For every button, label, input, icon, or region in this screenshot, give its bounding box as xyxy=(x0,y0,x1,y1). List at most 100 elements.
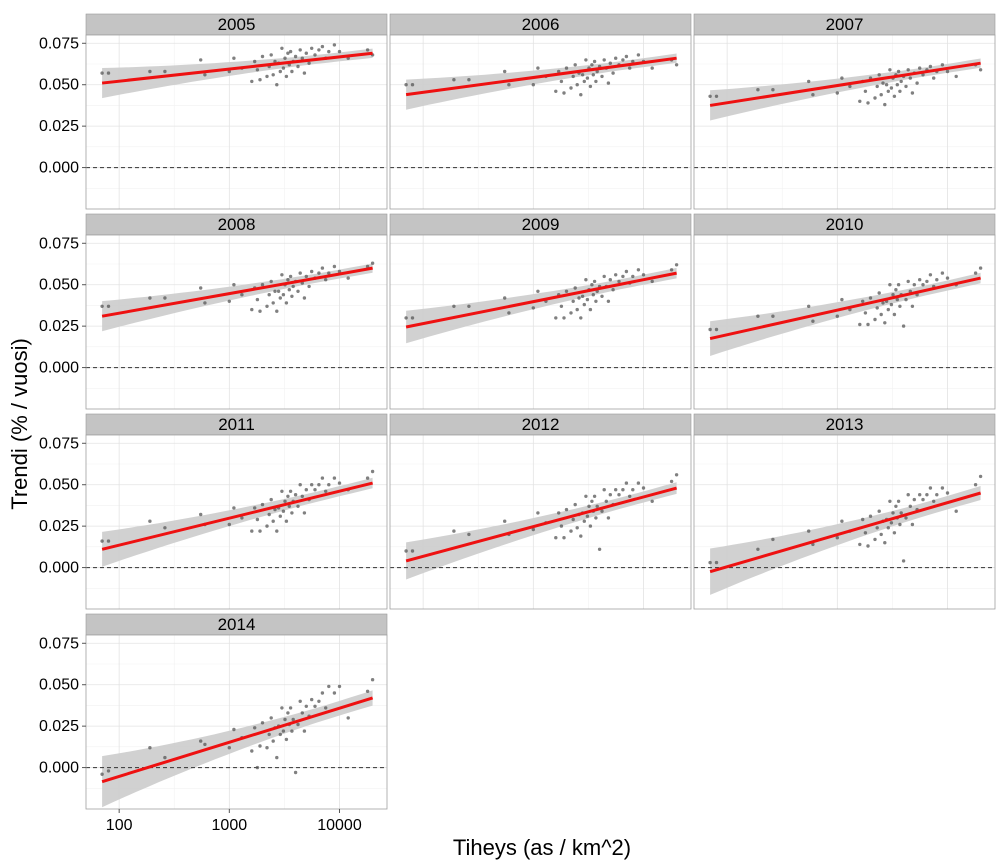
data-point xyxy=(148,296,152,300)
data-point xyxy=(886,307,890,312)
data-point xyxy=(106,539,111,543)
data-point xyxy=(320,691,325,695)
data-point xyxy=(365,264,370,269)
regression-line xyxy=(405,56,677,97)
data-point xyxy=(327,49,331,54)
y-tick-label: 0.050 xyxy=(39,277,79,294)
data-point xyxy=(536,289,540,293)
data-point xyxy=(304,704,308,708)
panel-plot-area xyxy=(694,35,995,209)
data-point xyxy=(227,299,231,303)
data-point xyxy=(714,94,719,99)
data-point xyxy=(912,283,916,287)
facet-panel-2013: 2013 xyxy=(693,413,996,610)
data-point xyxy=(932,499,936,503)
data-point xyxy=(106,769,111,773)
data-point xyxy=(284,74,289,79)
data-point xyxy=(881,301,885,305)
data-point xyxy=(281,66,286,70)
data-point xyxy=(592,494,597,498)
data-point xyxy=(884,83,889,87)
panel-border xyxy=(85,434,388,610)
data-point xyxy=(564,507,569,512)
data-point xyxy=(624,54,629,59)
data-point xyxy=(227,746,231,750)
data-point xyxy=(592,279,597,284)
y-axis-title: Trendi (% / vuosi) xyxy=(7,338,32,510)
data-point xyxy=(582,79,586,84)
data-point xyxy=(280,489,284,493)
data-point xyxy=(811,93,815,97)
data-point xyxy=(891,511,895,515)
data-point xyxy=(232,56,236,60)
data-point xyxy=(562,536,566,540)
panel-plot-area xyxy=(86,435,387,609)
data-point xyxy=(554,316,558,320)
data-point xyxy=(840,297,844,302)
data-point xyxy=(100,304,104,308)
data-point xyxy=(891,293,895,297)
data-point xyxy=(921,73,925,77)
data-point xyxy=(310,697,314,702)
facet-strip-label: 2013 xyxy=(826,415,864,434)
data-point xyxy=(895,83,899,87)
data-point xyxy=(973,271,978,275)
data-point xyxy=(278,69,282,74)
panel-border xyxy=(85,234,388,410)
data-point xyxy=(641,486,646,490)
data-point xyxy=(592,59,597,64)
data-point xyxy=(954,509,958,513)
data-point xyxy=(260,502,265,507)
data-point xyxy=(877,73,881,77)
data-point xyxy=(674,473,679,477)
data-point xyxy=(888,283,892,287)
data-point xyxy=(203,301,207,305)
data-point xyxy=(873,537,877,542)
data-point xyxy=(298,48,302,52)
regression-line xyxy=(709,61,981,107)
data-point xyxy=(275,83,279,87)
data-point xyxy=(636,268,641,272)
data-point xyxy=(564,289,569,293)
data-point xyxy=(875,526,879,530)
data-point xyxy=(163,296,167,300)
data-point xyxy=(302,511,307,515)
data-point xyxy=(327,271,331,275)
data-point xyxy=(928,64,933,69)
y-tick-label: 0.050 xyxy=(39,77,79,94)
data-point xyxy=(579,316,583,320)
data-point xyxy=(573,502,577,507)
data-point xyxy=(255,68,260,72)
data-point xyxy=(317,483,321,487)
data-point xyxy=(861,517,865,522)
data-point xyxy=(267,293,271,297)
data-point xyxy=(858,99,862,104)
y-tick-label: 0.025 xyxy=(39,118,79,135)
data-point xyxy=(594,516,598,520)
data-point xyxy=(467,78,471,82)
data-point xyxy=(280,273,284,277)
data-point xyxy=(269,716,273,720)
panel-plot-area xyxy=(86,35,387,209)
data-point xyxy=(588,524,593,528)
data-point xyxy=(600,509,604,513)
data-point xyxy=(300,494,304,498)
facet-strip-label: 2010 xyxy=(826,215,864,234)
data-point xyxy=(807,79,811,84)
data-point xyxy=(978,68,983,72)
y-tick-label: 0.075 xyxy=(39,235,79,252)
data-point xyxy=(313,53,317,57)
data-point xyxy=(288,489,293,493)
facet-strip-label: 2014 xyxy=(218,615,256,634)
data-point xyxy=(269,279,273,284)
data-point xyxy=(614,488,618,492)
data-point xyxy=(320,266,325,270)
data-point xyxy=(935,493,939,497)
data-point xyxy=(569,86,573,90)
data-point xyxy=(896,499,901,503)
y-tick-label: 0.075 xyxy=(39,635,79,652)
data-point xyxy=(835,91,839,95)
data-point xyxy=(327,684,331,689)
data-point xyxy=(582,302,586,307)
data-point xyxy=(771,537,775,542)
